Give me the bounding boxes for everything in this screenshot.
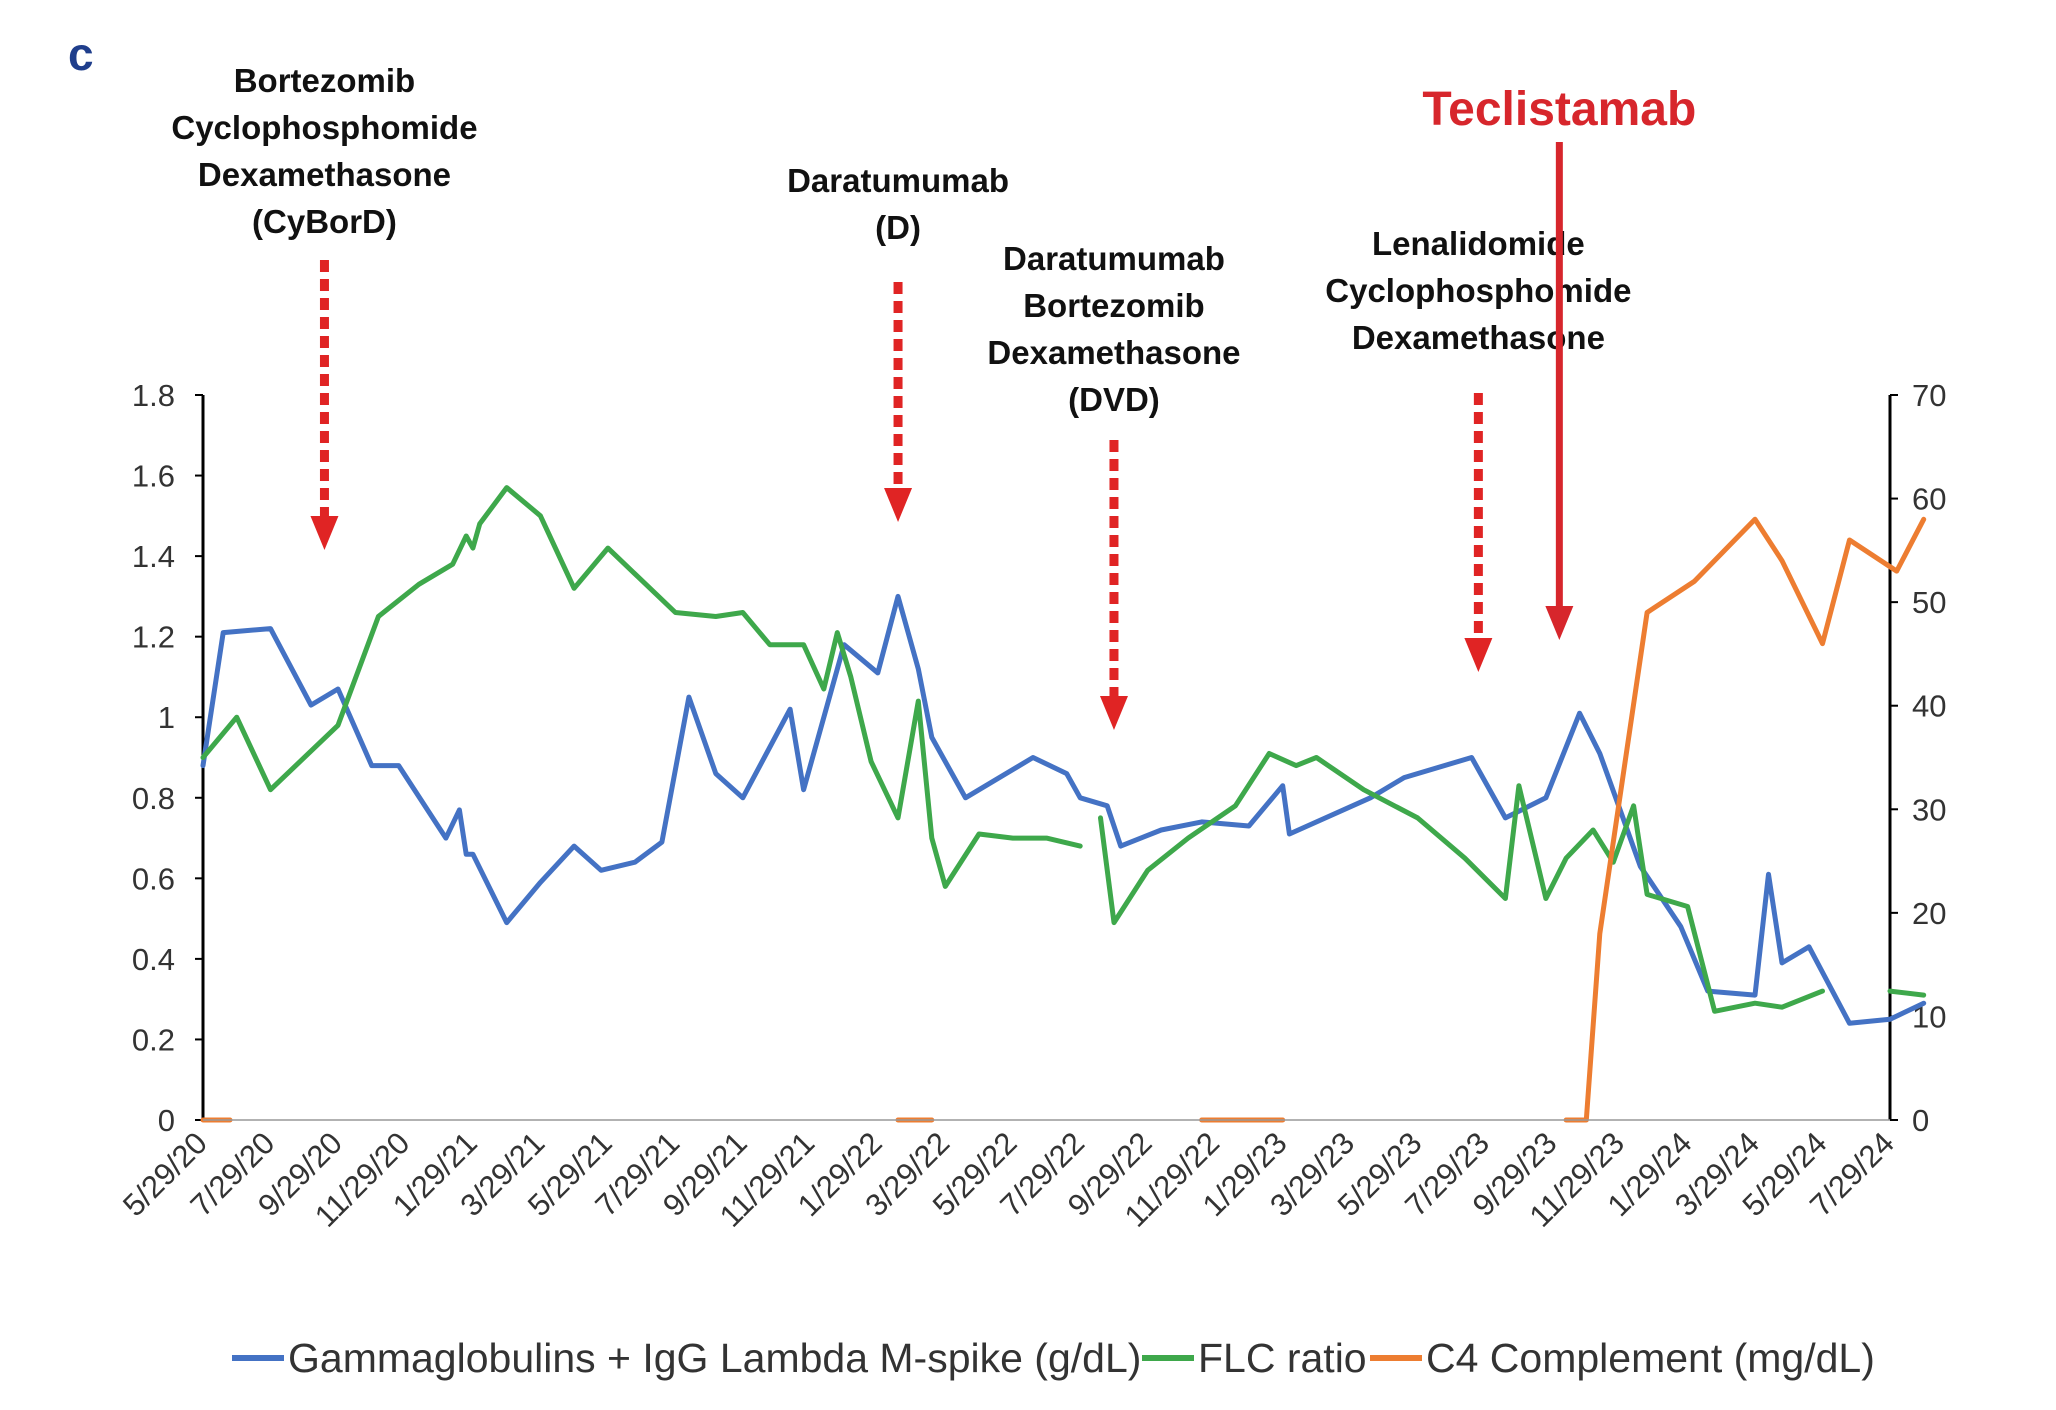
annotation-text: Lenalidomide [1372,225,1585,262]
series-line-flc [200,485,1083,889]
legend-label: C4 Complement (mg/dL) [1426,1335,1875,1381]
right-y-tick-label: 30 [1912,792,1946,827]
legend-label: Gammaglobulins + IgG Lambda M-spike (g/d… [288,1335,1141,1381]
annotation-text: Daratumumab [787,162,1009,199]
annotation-arrow-head [1099,696,1128,730]
annotations: Bortezomib Cyclophosphomide Dexamethasone (… [171,62,1696,730]
left-y-tick-label: 1.2 [132,620,175,655]
series-lines [200,485,1927,1123]
annotation-text: Daratumumab [1003,240,1225,277]
right-y-tick-label: 70 [1912,378,1946,413]
annotation-text: Cyclophosphomide [171,109,477,146]
annotation-text: Bortezomib [1023,287,1205,324]
left-y-tick-label: 0.8 [132,781,175,816]
annotation-text: Dexamethasone [987,334,1240,371]
left-y-ticks: 0 0.2 0.4 0.6 0.8 1 1.2 1.4 1.6 1.8 [132,378,203,1138]
annotation-arrow-head [310,516,339,550]
left-y-tick-label: 1.8 [132,378,175,413]
annotation-arrow-head [1545,606,1574,640]
left-y-tick-label: 0 [158,1103,175,1138]
series-line-gamma [200,593,1927,1026]
annotation-text: Dexamethasone [198,156,451,193]
series-line-flc [1098,751,1825,1014]
left-y-tick-label: 0.2 [132,1022,175,1057]
right-y-tick-label: 0 [1912,1103,1929,1138]
annotation-text: Teclistamab [1422,83,1696,136]
left-y-tick-label: 0.6 [132,861,175,896]
right-y-tick-label: 60 [1912,482,1946,517]
left-y-tick-label: 0.4 [132,942,175,977]
series-line-flc [1887,988,1927,998]
right-y-tick-label: 20 [1912,896,1946,931]
annotation-text: Dexamethasone [1352,319,1605,356]
plot-area: 00.20.40.60.811.21.41.61.8 0102030405060… [116,378,1946,1234]
legend-label: FLC ratio [1198,1335,1367,1381]
annotation-arrow-head [884,488,913,522]
annotation-text: (D) [875,209,921,246]
annotation-text: Cyclophosphomide [1325,272,1631,309]
annotation-text: Bortezomib [234,62,416,99]
annotation-text: (DVD) [1068,381,1160,418]
annotation-arrow-head [1464,638,1493,672]
left-y-tick-label: 1.6 [132,459,175,494]
legend: Gammaglobulins + IgG Lambda M-spike (g/d… [232,1335,1875,1381]
right-y-tick-label: 40 [1912,689,1946,724]
left-y-tick-label: 1 [158,700,175,735]
right-y-tick-label: 50 [1912,585,1946,620]
panel-label: c [68,28,94,80]
x-ticks: 5/29/207/29/209/29/2011/29/201/29/213/29… [116,1125,1901,1233]
series-line-c4 [1563,516,1927,1123]
annotation-text: (CyBorD) [252,203,397,240]
left-y-tick-label: 1.4 [132,539,175,574]
